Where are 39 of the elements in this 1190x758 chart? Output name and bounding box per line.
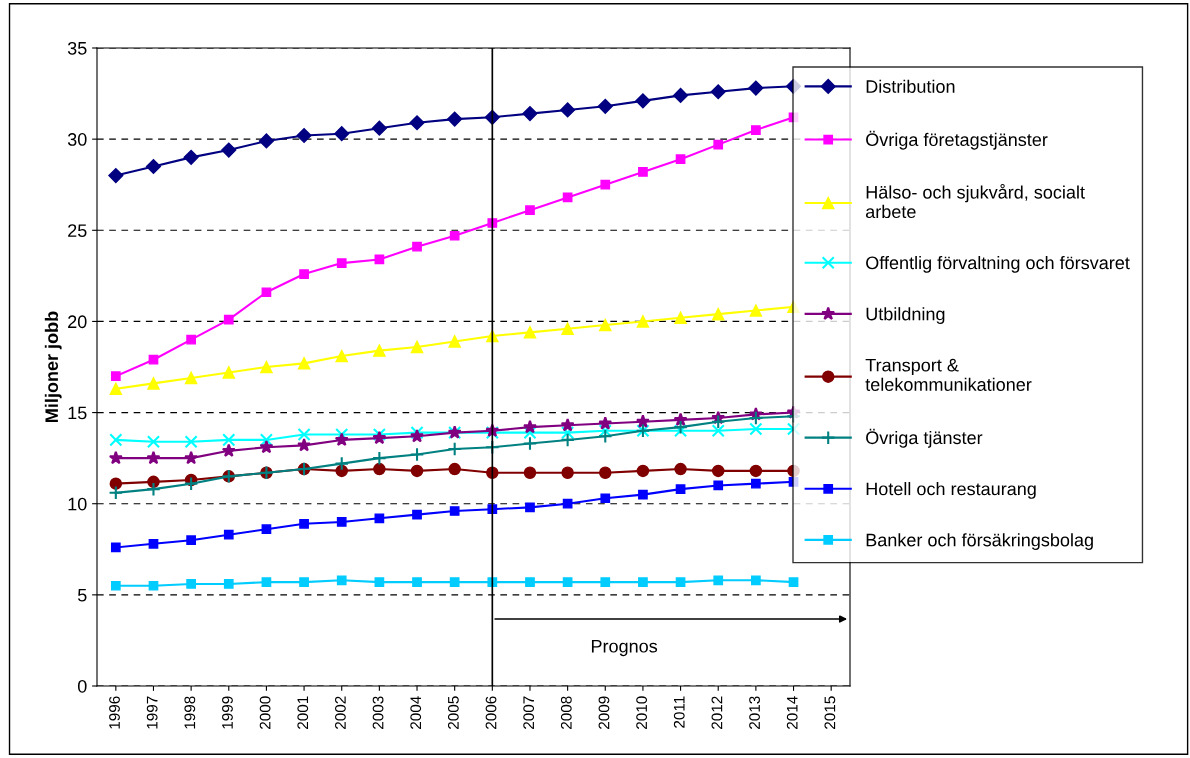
legend-label: Hälso- och sjukvård, socialt arbete	[865, 183, 1085, 219]
y-axis-title: Miljoner jobb	[44, 311, 62, 422]
x-tick-label: 2010	[636, 696, 648, 729]
x-tick-label: 2002	[335, 696, 346, 729]
x-tick-label: 2015	[824, 696, 836, 729]
y-tick-label: 0	[77, 679, 87, 693]
x-tick-label: 2007	[523, 696, 535, 729]
x-tick-label: 2014	[786, 696, 798, 729]
legend-label: Övriga tjänster	[866, 428, 983, 448]
legend-label: Offentlig förvaltning och försvaret	[866, 255, 1130, 273]
y-tick-label: 10	[68, 497, 87, 511]
x-tick-label: 2011	[673, 696, 685, 728]
x-tick-label: 1998	[184, 696, 196, 729]
legend-label: Hotell och restaurang	[866, 482, 1036, 499]
x-tick-label: 2005	[447, 696, 459, 729]
legend-label: Transport & telekommunikationer	[865, 358, 1032, 391]
y-tick-label: 25	[68, 224, 87, 238]
x-tick-label: 2012	[711, 696, 723, 729]
x-tick-label: 1997	[146, 696, 158, 729]
x-tick-label: 1996	[109, 696, 120, 729]
x-tick-label: 2006	[485, 696, 497, 729]
x-tick-label: 2009	[598, 696, 610, 729]
y-tick-label: 5	[77, 588, 87, 602]
y-tick-label: 20	[68, 315, 87, 329]
y-tick-label: 30	[67, 133, 87, 146]
legend-label: Övriga företagstjänster	[866, 130, 1048, 150]
x-tick-label: 2003	[372, 696, 384, 729]
legend-label: Distribution	[866, 79, 955, 93]
x-tick-label: 2004	[410, 696, 422, 729]
x-tick-label: 2008	[560, 696, 572, 729]
x-tick-label: 1999	[222, 696, 233, 729]
y-tick-label: 15	[68, 406, 87, 420]
annotation: Prognos	[591, 639, 658, 657]
legend-label: Banker och försäkringsbolag	[866, 533, 1093, 550]
x-tick-label: 2001	[297, 696, 309, 729]
x-tick-label: 2000	[259, 696, 271, 729]
x-tick-label: 2013	[749, 696, 760, 729]
legend-label: Utbildning	[866, 307, 945, 324]
y-tick-label: 35	[67, 41, 87, 55]
